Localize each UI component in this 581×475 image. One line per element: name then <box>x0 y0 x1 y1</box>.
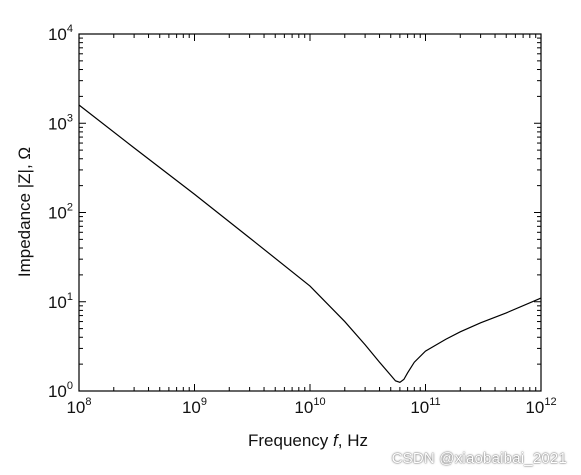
plot-frame <box>78 33 542 392</box>
y-tick-label: 100 <box>48 380 73 401</box>
axis-tick-labels: 108 109 1010 1011 1012 100 101 102 103 104 <box>48 23 557 417</box>
x-tick-label: 1011 <box>410 396 440 417</box>
axis-ticks <box>78 33 542 392</box>
y-tick-label: 104 <box>48 23 73 44</box>
x-tick-label: 109 <box>182 396 207 417</box>
y-tick-label: 101 <box>48 291 73 312</box>
x-tick-label: 1010 <box>294 396 325 417</box>
x-tick-label: 1012 <box>525 396 556 417</box>
x-axis-label: Frequency f, Hz <box>248 431 368 450</box>
y-tick-label: 103 <box>48 112 73 133</box>
x-tick-label: 108 <box>66 396 91 417</box>
impedance-curve <box>78 104 542 384</box>
y-tick-label: 102 <box>48 202 73 223</box>
y-axis-label: Impedance |Z|, Ω <box>15 147 34 277</box>
watermark: CSDN @xiaobaibai_2021 <box>391 450 567 467</box>
